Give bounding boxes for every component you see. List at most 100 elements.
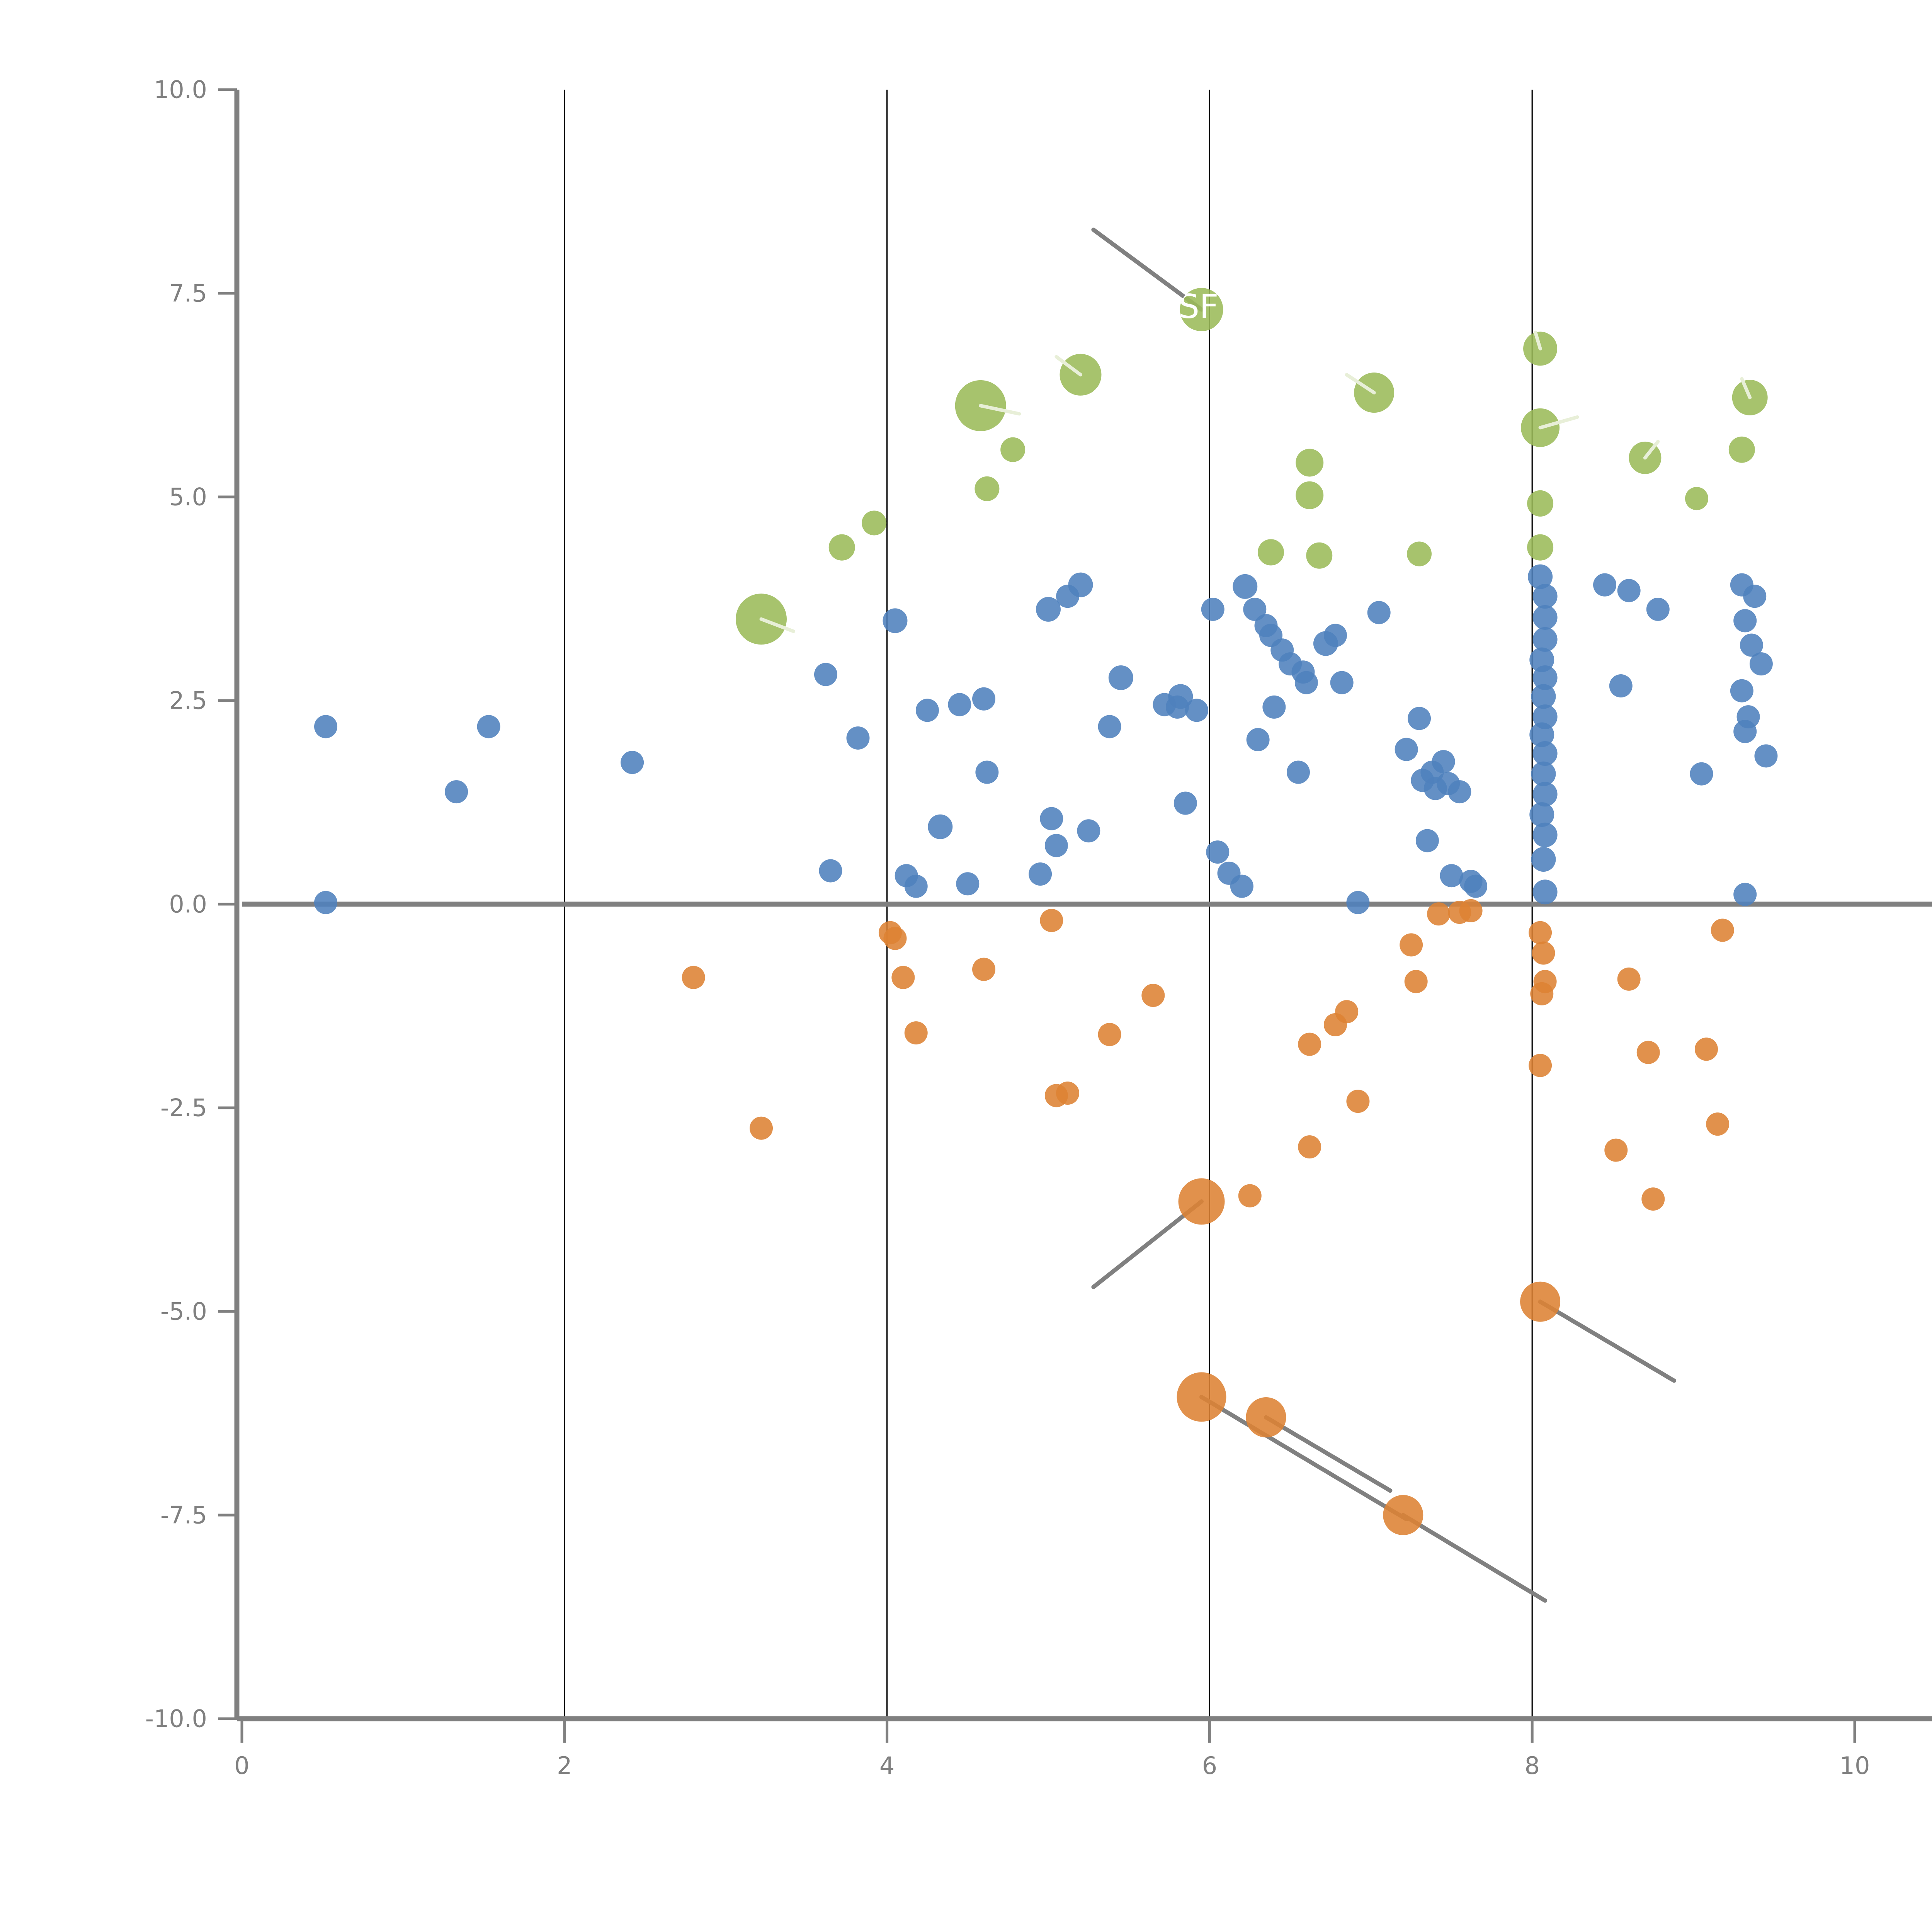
data-point-blue-60	[1448, 780, 1471, 804]
y-tick-label-2.5: 2.5	[169, 686, 207, 715]
data-point-blue-72	[1532, 741, 1558, 766]
data-point-green-2	[862, 510, 887, 536]
data-point-blue-59	[1440, 864, 1463, 888]
data-point-blue-8	[883, 608, 908, 633]
data-point-orange-4	[891, 966, 915, 989]
y-tick-label--2.5: -2.5	[160, 1094, 207, 1122]
data-point-orange-26	[1459, 899, 1483, 922]
data-point-blue-43	[1286, 760, 1310, 784]
marker-callout-line-5	[1538, 415, 1579, 430]
data-point-blue-13	[948, 693, 971, 716]
data-point-blue-64	[1532, 584, 1558, 609]
x-tick-label-10: 10	[1839, 1752, 1870, 1780]
data-point-blue-1	[314, 891, 338, 914]
data-point-blue-76	[1532, 822, 1558, 847]
data-point-blue-15	[972, 687, 996, 711]
axis-tick-marks	[218, 88, 1856, 1743]
data-point-orange-36	[1641, 1187, 1665, 1211]
data-point-blue-85	[1743, 585, 1767, 608]
data-point-blue-17	[1029, 862, 1052, 886]
data-point-blue-50	[1367, 601, 1391, 624]
data-point-blue-36	[1243, 597, 1267, 621]
data-point-blue-77	[1531, 847, 1556, 872]
data-point-blue-3	[477, 715, 500, 738]
data-point-blue-0	[314, 715, 338, 738]
data-point-blue-73	[1531, 761, 1556, 786]
data-point-blue-80	[1617, 579, 1641, 602]
marker-callout-line-3	[1345, 373, 1376, 395]
data-point-blue-34	[1230, 874, 1253, 898]
data-point-blue-92	[1754, 744, 1778, 768]
data-point-blue-89	[1730, 679, 1753, 702]
data-point-orange-9	[1056, 1082, 1080, 1105]
y-tick-label-5: 5.0	[169, 483, 207, 511]
data-point-blue-22	[1068, 572, 1093, 597]
data-point-blue-87	[1740, 633, 1763, 657]
marker-callout-line-0	[759, 617, 796, 633]
data-point-blue-6	[819, 859, 842, 883]
data-point-green-1	[828, 534, 855, 561]
data-point-green-5	[1000, 437, 1026, 462]
data-point-blue-23	[1077, 819, 1100, 843]
data-point-orange-22	[1400, 933, 1423, 957]
data-point-orange-16	[1298, 1135, 1321, 1159]
data-point-blue-20	[1044, 834, 1068, 857]
data-point-orange-7	[1040, 909, 1063, 932]
data-point-blue-25	[1108, 665, 1133, 690]
data-point-orange-23	[1404, 970, 1428, 993]
data-point-blue-88	[1749, 652, 1773, 676]
data-point-blue-30	[1185, 699, 1209, 722]
data-point-orange-5	[904, 1021, 928, 1045]
leader-line-0	[1091, 228, 1204, 312]
data-point-blue-52	[1408, 707, 1431, 730]
data-point-blue-71	[1529, 722, 1554, 747]
series-green-points	[736, 288, 1768, 645]
data-point-orange-19	[1335, 1000, 1359, 1024]
data-point-orange-12	[1178, 1178, 1225, 1225]
data-point-blue-32	[1206, 840, 1230, 864]
series-orange-points	[682, 899, 1734, 1535]
x-tick-label-6: 6	[1202, 1752, 1218, 1780]
marker-callout-lines	[759, 330, 1752, 633]
data-point-orange-27	[1529, 921, 1552, 944]
data-point-blue-66	[1532, 627, 1558, 652]
data-point-blue-31	[1201, 597, 1225, 621]
data-point-blue-79	[1593, 573, 1617, 597]
data-point-blue-11	[915, 699, 939, 722]
data-point-blue-68	[1532, 665, 1558, 690]
point-annotations: SF	[1180, 288, 1219, 326]
data-point-blue-54	[1415, 829, 1439, 852]
data-point-blue-74	[1532, 782, 1558, 807]
data-point-blue-45	[1294, 671, 1318, 694]
data-point-blue-18	[1036, 597, 1061, 622]
data-point-blue-48	[1330, 671, 1354, 694]
data-point-blue-69	[1531, 684, 1556, 709]
marker-callout-line-4	[1534, 330, 1542, 350]
data-point-blue-91	[1733, 720, 1757, 743]
data-point-green-16	[1527, 490, 1554, 517]
leader-line-3	[1264, 1415, 1393, 1493]
data-point-orange-0	[682, 966, 705, 989]
leader-line-4	[1401, 1513, 1548, 1603]
series-blue-points	[314, 564, 1778, 914]
data-point-blue-10	[904, 874, 928, 898]
data-point-orange-35	[1636, 1041, 1660, 1064]
data-point-green-11	[1306, 542, 1333, 569]
data-point-orange-24	[1427, 902, 1451, 926]
data-point-green-4	[975, 476, 1000, 501]
data-point-green-9	[1296, 481, 1324, 509]
data-point-orange-38	[1706, 1112, 1730, 1136]
data-point-green-7	[1180, 288, 1223, 332]
data-point-blue-78	[1532, 879, 1558, 905]
data-point-blue-14	[956, 872, 980, 896]
data-point-orange-21	[1383, 1495, 1423, 1535]
data-point-orange-30	[1530, 982, 1554, 1005]
data-point-orange-13	[1177, 1372, 1226, 1422]
data-point-blue-57	[1432, 750, 1455, 774]
y-tick-label--7.5: -7.5	[160, 1501, 207, 1529]
data-point-green-13	[1407, 541, 1432, 566]
x-tick-label-0: 0	[234, 1752, 250, 1780]
data-point-blue-82	[1646, 597, 1670, 621]
data-point-blue-35	[1233, 574, 1258, 599]
data-point-orange-20	[1346, 1090, 1370, 1113]
